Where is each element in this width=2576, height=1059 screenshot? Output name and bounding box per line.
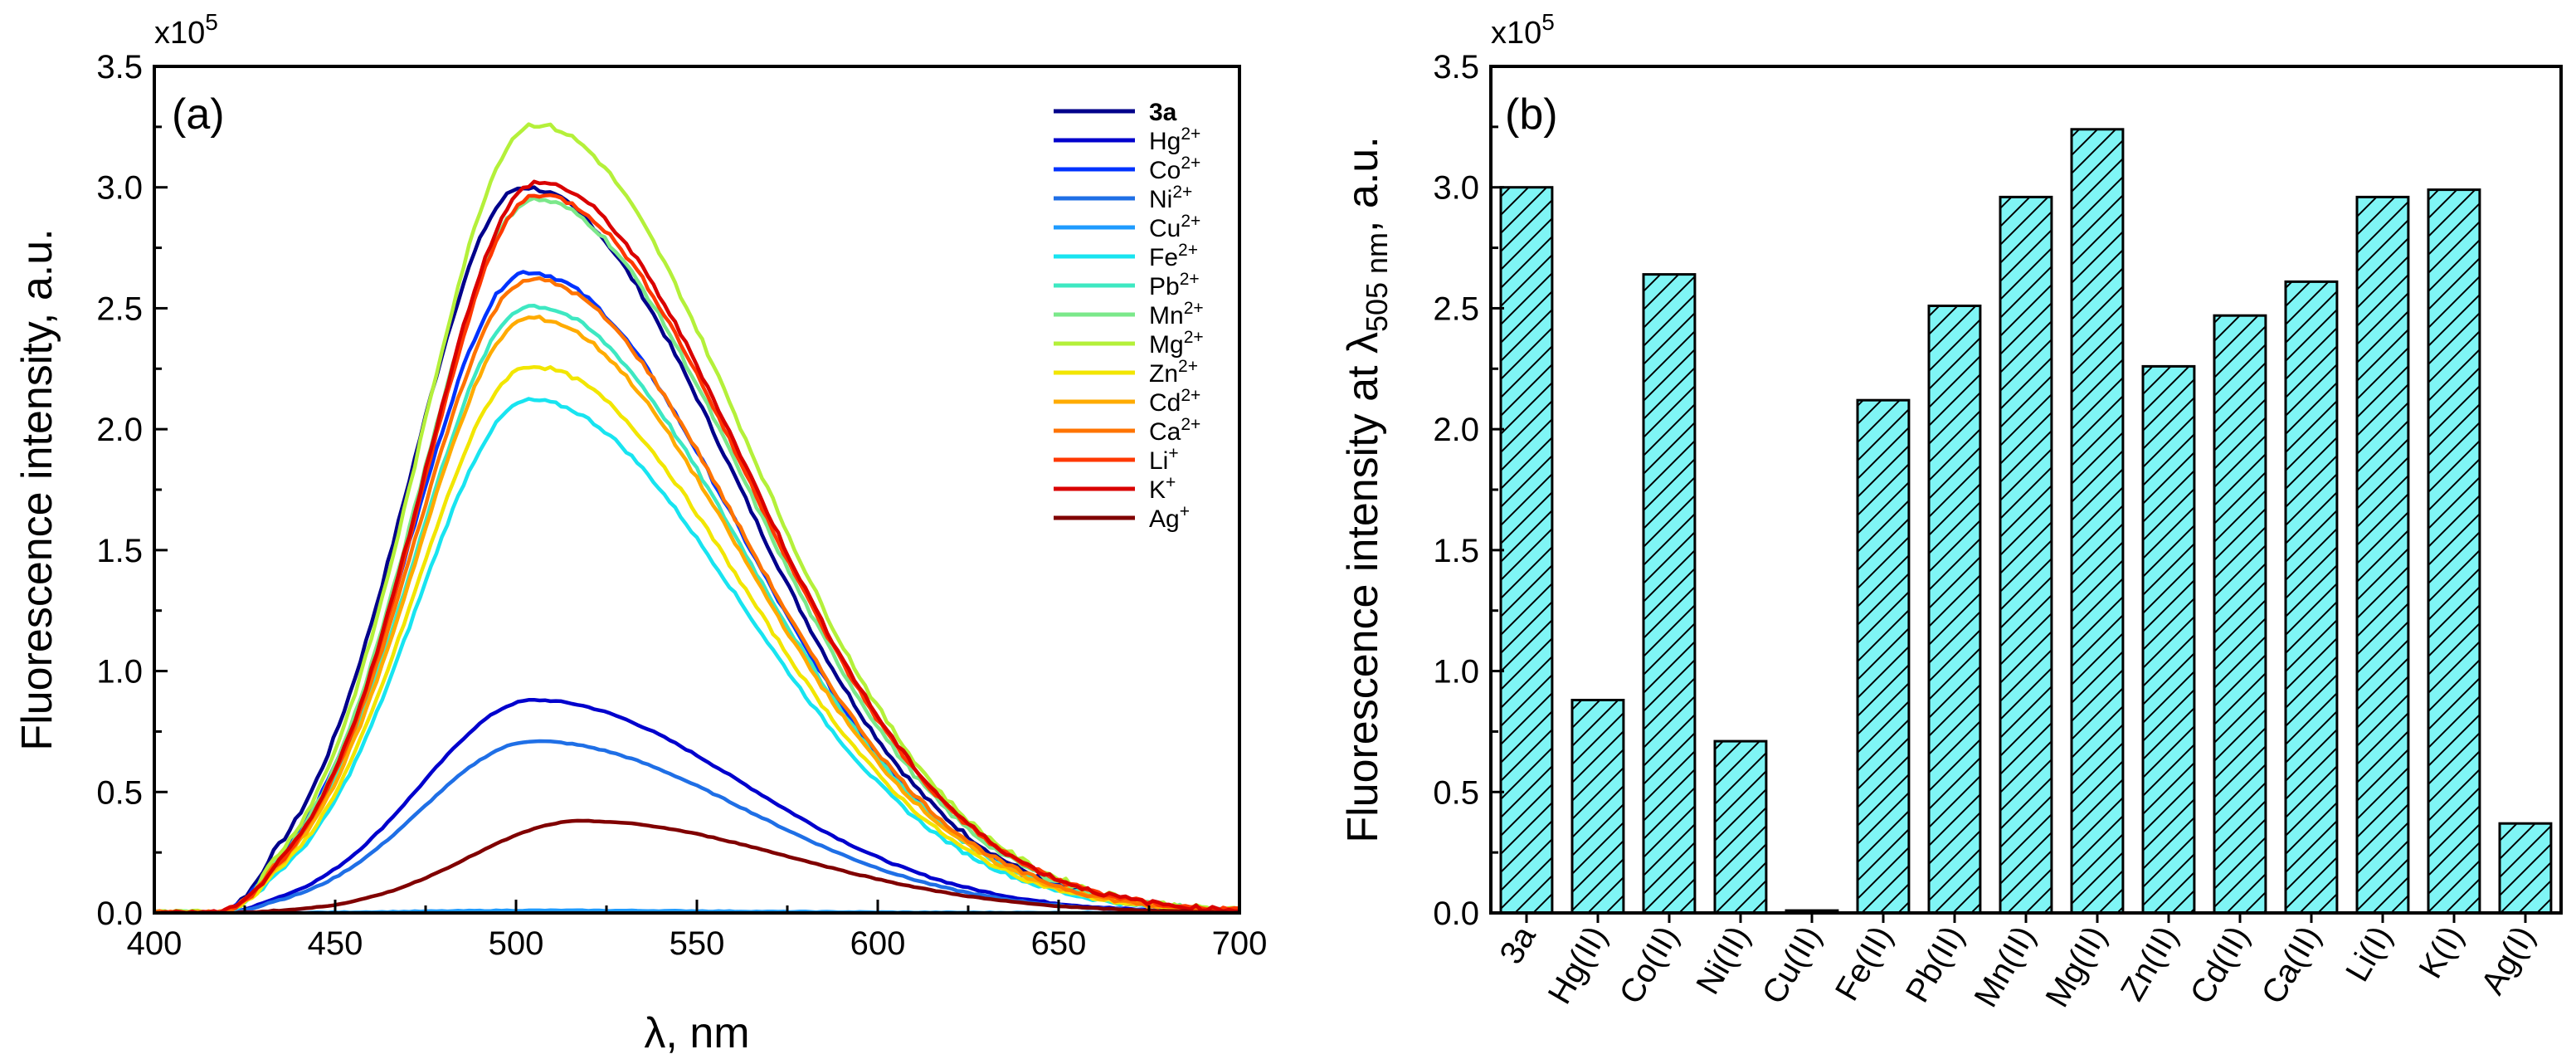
category-label: Hg(II): [1541, 920, 1614, 1011]
x-tick-label: 450: [308, 925, 363, 962]
y-tick-label: 2.5: [96, 290, 143, 327]
category-label: Cu(II): [1755, 920, 1829, 1011]
bar-mnii: [1999, 195, 2053, 915]
bar-agi: [2498, 822, 2553, 915]
y-tick-label: 0.0: [96, 896, 143, 932]
category-label: Pb(II): [1899, 920, 1971, 1009]
y-tick-label: 3.0: [96, 170, 143, 207]
x-tick-label: 650: [1031, 925, 1087, 962]
y-axis-title: Fluorescence intensity at λ505 nm, a.u.: [1339, 136, 1394, 842]
bar-ki: [2427, 188, 2481, 915]
bar-niii: [1713, 739, 1768, 915]
bar-feii: [1856, 398, 1911, 915]
bar-coii: [1642, 273, 1697, 915]
legend-label: Zn2+: [1149, 357, 1198, 388]
series-line-k: [154, 179, 1239, 913]
legend-label: Fe2+: [1149, 241, 1198, 271]
bar-3a: [1499, 186, 1554, 915]
category-label: Zn(II): [2114, 920, 2185, 1008]
category-label: Ni(II): [1689, 920, 1756, 1001]
x-axis-title: λ, nm: [644, 1009, 749, 1057]
bar-znii: [2141, 364, 2196, 915]
category-label: Mn(II): [1967, 920, 2042, 1013]
legend: 3aHg2+Co2+Ni2+Cu2+Fe2+Pb2+Mn2+Mg2+Zn2+Cd…: [1054, 99, 1204, 533]
legend-label: Hg2+: [1149, 124, 1200, 155]
y-multiplier: x105: [1491, 9, 1555, 51]
category-label: Mg(II): [2038, 920, 2113, 1013]
x-tick-label: 500: [489, 925, 544, 962]
category-label: Ag(I): [2474, 920, 2541, 1001]
y-tick-label: 1.0: [96, 654, 143, 691]
panel-label: (a): [172, 90, 225, 139]
series-line-cd: [154, 315, 1239, 913]
category-label: Cd(II): [2184, 920, 2257, 1011]
legend-label: Mn2+: [1149, 299, 1204, 329]
legend-label: K+: [1149, 473, 1176, 504]
y-multiplier: x105: [154, 9, 218, 51]
y-tick-label: 2.0: [1433, 412, 1479, 448]
y-tick-label: 0.0: [1433, 896, 1479, 932]
series-line-3a: [154, 185, 1239, 913]
x-tick-label: 550: [670, 925, 725, 962]
category-label: Fe(II): [1829, 920, 1900, 1008]
bar-pbii: [1927, 305, 1982, 915]
bar-lii: [2355, 195, 2410, 915]
legend-label: Co2+: [1149, 154, 1200, 184]
y-tick-label: 0.5: [1433, 774, 1479, 811]
category-label: Li(I): [2339, 920, 2399, 988]
y-tick-label: 1.0: [1433, 654, 1479, 691]
x-tick-label: 600: [850, 925, 906, 962]
category-label: Ca(II): [2255, 920, 2328, 1011]
y-tick-label: 3.5: [1433, 49, 1479, 85]
legend-label: Ca2+: [1149, 415, 1200, 446]
bar-cdii: [2213, 314, 2267, 915]
panel-label: (b): [1505, 90, 1558, 139]
y-tick-label: 1.5: [1433, 533, 1479, 569]
y-tick-label: 1.5: [96, 533, 143, 569]
x-tick-label: 700: [1212, 925, 1268, 962]
y-axis-title: Fluorescence intensity, a.u.: [13, 228, 61, 750]
category-label: Co(II): [1613, 920, 1686, 1011]
legend-label: 3a: [1149, 99, 1177, 126]
line-chart-panel: 400 450 500 550 600 650 700 0.0 0.5 1.0 1.5 2.0 2.5 3…: [13, 9, 1267, 1057]
legend-label: Pb2+: [1149, 270, 1200, 300]
legend-label: Ag+: [1149, 502, 1190, 533]
y-tick-label: 3.0: [1433, 170, 1479, 207]
legend-label: Cu2+: [1149, 212, 1200, 242]
y-tick-label: 2.0: [96, 412, 143, 448]
y-tick-label: 2.5: [1433, 290, 1479, 327]
legend-label: Ni2+: [1149, 183, 1192, 213]
y-tick-label: 0.5: [96, 774, 143, 811]
x-tick-label: 400: [127, 925, 183, 962]
bar-hgii: [1570, 699, 1625, 915]
series-line-ag: [154, 818, 1239, 913]
legend-label: Cd2+: [1149, 386, 1200, 417]
category-label: K(I): [2412, 920, 2470, 985]
y-tick-label: 3.5: [96, 49, 143, 85]
legend-label: Mg2+: [1149, 328, 1204, 359]
category-label: 3a: [1493, 920, 1543, 970]
bar-caii: [2284, 280, 2339, 915]
legend-label: Li+: [1149, 444, 1179, 475]
bar-mgii: [2070, 128, 2125, 915]
